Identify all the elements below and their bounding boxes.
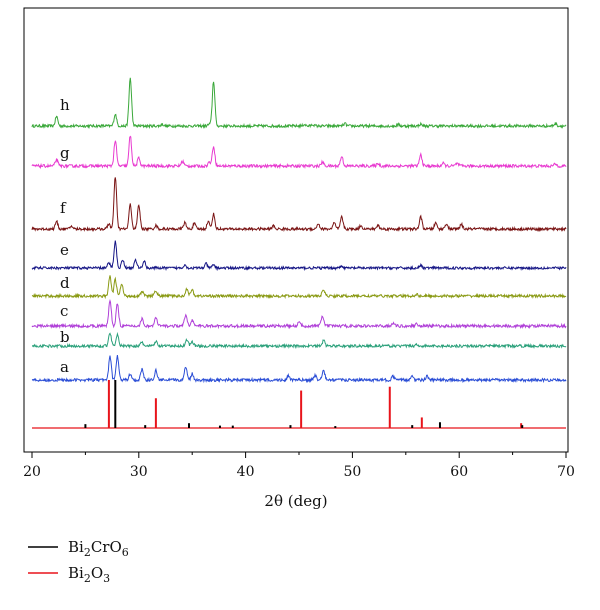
series-b-label: b <box>60 328 70 346</box>
x-tick-label-50: 50 <box>343 464 361 480</box>
series-f-line <box>31 177 567 233</box>
series-h-line <box>31 77 567 130</box>
series-b-line <box>32 331 567 350</box>
series-c-line <box>31 299 567 330</box>
x-tick-label-60: 60 <box>450 464 468 480</box>
series-f-label: f <box>60 199 67 217</box>
plot-area <box>23 7 569 453</box>
legend: Bi2CrO6 Bi2O3 <box>28 538 129 585</box>
x-tick-label-30: 30 <box>130 464 148 480</box>
series-e-line <box>31 240 567 272</box>
series-g-line <box>31 135 567 170</box>
reference-sticks-layer <box>32 380 566 429</box>
series-g-label: g <box>60 144 70 162</box>
plot-frame <box>23 7 569 453</box>
series-d-label: d <box>60 274 70 292</box>
series-c-label: c <box>60 302 68 320</box>
series-a-line <box>31 355 567 384</box>
series-h-label: h <box>60 96 70 114</box>
x-axis: 20 30 40 50 60 70 <box>23 452 575 480</box>
x-tick-label-40: 40 <box>237 464 255 480</box>
x-tick-label-70: 70 <box>557 464 575 480</box>
legend-label-1: Bi2O3 <box>68 564 110 585</box>
x-axis-label: 2θ (deg) <box>264 492 327 510</box>
series-d-line <box>31 275 567 300</box>
series-a-label: a <box>60 358 69 376</box>
series-e-label: e <box>60 241 69 259</box>
legend-label-0: Bi2CrO6 <box>68 538 129 559</box>
x-tick-label-20: 20 <box>23 464 41 480</box>
